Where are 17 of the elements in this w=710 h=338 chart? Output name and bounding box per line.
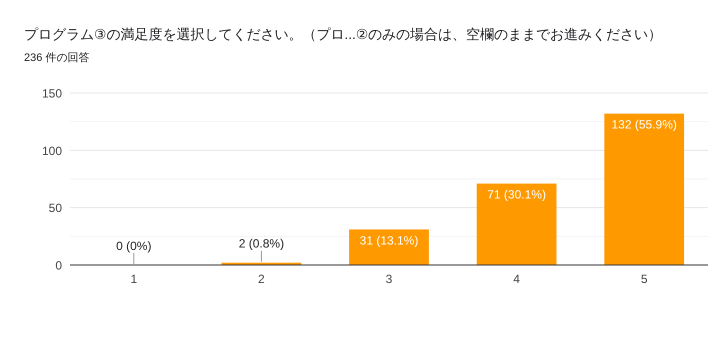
subtitle: 236 件の回答 (24, 52, 90, 64)
data-label: 2 (0.8%) (238, 236, 284, 251)
data-label: 132 (55.9%) (612, 118, 677, 132)
y-tick-label: 100 (42, 144, 62, 158)
title: プログラム③の満足度を選択してください。（プロ...②のみの場合は、空欄のままでお進みください） (24, 27, 662, 42)
x-tick-label: 2 (258, 272, 266, 286)
y-tick-label: 150 (42, 86, 62, 100)
y-tick-label: 50 (48, 201, 62, 216)
x-tick-label: 4 (513, 272, 520, 286)
x-tick-label: 1 (130, 272, 138, 286)
plot: 0 50 100 150 0 (0%) 1 2 (0.8%) 2 31 (13.1%) 3 71 (30.1%) 4 132 (55.9%) 5 (42, 86, 708, 286)
data-label: 71 (30.1%) (487, 188, 546, 202)
y-tick-label: 0 (55, 258, 62, 272)
data-label: 0 (0%) (116, 239, 152, 253)
x-tick-label: 5 (640, 272, 648, 286)
data-label: 31 (13.1%) (360, 233, 418, 248)
x-tick-label: 3 (386, 272, 393, 286)
